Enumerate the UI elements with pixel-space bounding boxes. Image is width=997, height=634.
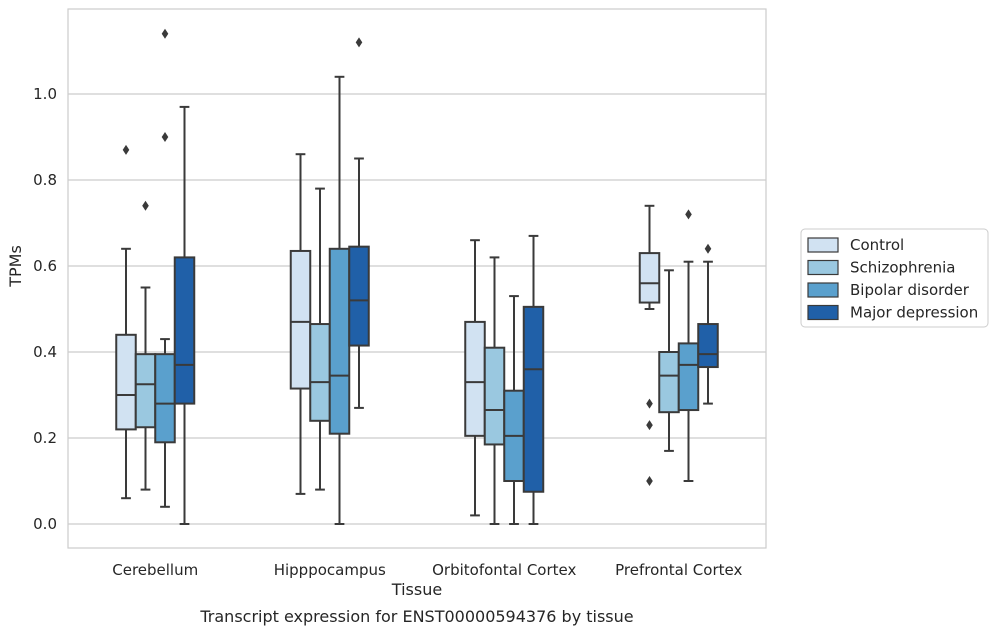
box-body xyxy=(658,351,680,414)
y-tick-label: 0.4 xyxy=(33,343,57,361)
box-body xyxy=(697,323,719,369)
box-2-1 xyxy=(483,256,506,525)
box-0-3 xyxy=(173,105,196,525)
box-2-2 xyxy=(503,295,525,525)
legend-label: Bipolar disorder xyxy=(850,281,970,299)
plot-frame xyxy=(67,8,767,549)
y-tick-label: 0.2 xyxy=(33,429,57,447)
box-1-0 xyxy=(289,153,312,495)
box-body xyxy=(522,305,545,493)
legend: Control Schizophrenia Bipolar disorder Majo… xyxy=(800,228,989,328)
box-body xyxy=(348,245,370,347)
box-0-2 xyxy=(154,28,176,508)
box-3-3 xyxy=(697,243,719,405)
outlier-point xyxy=(685,209,692,220)
box-0-0 xyxy=(115,144,137,500)
box-3-0 xyxy=(638,204,661,486)
legend-swatch xyxy=(807,282,839,298)
y-axis-label: TPMs xyxy=(6,245,25,288)
box-1-2 xyxy=(328,75,351,525)
x-axis-label: Tissue xyxy=(391,580,442,599)
x-tick-label: Cerebellum xyxy=(112,561,198,579)
outlier-point xyxy=(355,37,363,48)
box-2-0 xyxy=(464,239,486,517)
box-body xyxy=(154,353,176,444)
box-body xyxy=(115,333,137,431)
y-tick-labels: 0.0 0.2 0.4 0.6 0.8 1.0 xyxy=(33,85,57,533)
x-tick-label: Hipppocampus xyxy=(274,561,386,579)
box-body xyxy=(638,252,661,304)
x-tick-label: Prefrontal Cortex xyxy=(615,561,742,579)
outlier-point xyxy=(161,132,169,142)
outlier-point xyxy=(142,200,149,211)
x-tick-label: Orbitofontal Cortex xyxy=(432,561,576,579)
grid-lines xyxy=(68,93,766,525)
box-2-3 xyxy=(522,234,545,525)
box-body xyxy=(677,342,700,412)
outlier-point xyxy=(704,243,712,254)
box-body xyxy=(464,320,486,437)
box-3-1 xyxy=(658,269,680,452)
outlier-point xyxy=(646,398,653,409)
box-0-1 xyxy=(134,200,157,491)
box-3-2 xyxy=(677,209,700,482)
y-tick-label: 1.0 xyxy=(33,85,57,103)
y-tick-label: 0.0 xyxy=(33,515,57,533)
box-body xyxy=(483,346,506,446)
outlier-point xyxy=(161,28,169,39)
boxes xyxy=(115,28,719,525)
x-tick-labels: Cerebellum Hipppocampus Orbitofontal Corte… xyxy=(112,561,742,579)
box-body xyxy=(173,256,196,405)
legend-swatch xyxy=(807,237,839,253)
legend-label: Control xyxy=(850,236,904,254)
box-1-3 xyxy=(348,37,370,409)
legend-frame xyxy=(800,228,989,328)
outlier-point xyxy=(646,476,653,486)
y-tick-label: 0.6 xyxy=(33,257,57,275)
box-body xyxy=(309,323,331,422)
legend-swatch xyxy=(807,259,839,276)
box-body xyxy=(134,353,157,429)
box-body xyxy=(289,249,312,390)
chart-caption: Transcript expression for ENST0000059437… xyxy=(199,607,633,626)
legend-label: Major depression xyxy=(850,304,978,322)
y-tick-label: 0.8 xyxy=(33,171,57,189)
outlier-point xyxy=(122,144,130,155)
box-1-1 xyxy=(309,187,331,491)
box-body xyxy=(328,247,351,435)
outlier-point xyxy=(646,420,653,431)
legend-swatch xyxy=(807,304,839,321)
legend-label: Schizophrenia xyxy=(850,259,955,277)
